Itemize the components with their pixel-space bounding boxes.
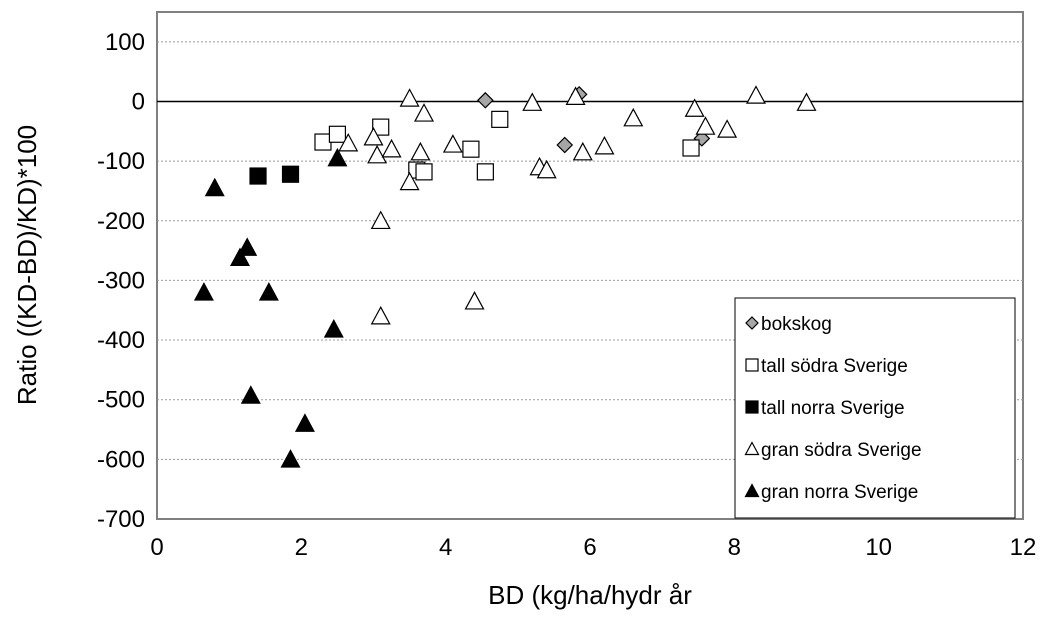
data-point	[462, 140, 480, 158]
legend-label: gran norra Sverige	[761, 482, 918, 503]
y-tick-label: -600	[97, 446, 145, 473]
data-point	[684, 98, 705, 117]
legend-label: tall norra Sverige	[761, 398, 905, 419]
y-tick-label: 0	[132, 88, 145, 115]
data-point	[370, 305, 391, 325]
x-tick-label: 6	[583, 534, 596, 561]
y-tick-label: -300	[97, 267, 145, 294]
data-point	[745, 85, 766, 104]
legend-marker	[745, 316, 759, 330]
data-point	[240, 385, 261, 404]
data-point	[442, 134, 463, 153]
legend-marker	[745, 400, 759, 414]
legend-marker	[745, 358, 759, 372]
data-point	[372, 118, 390, 136]
data-point	[477, 91, 494, 109]
data-point	[695, 116, 716, 135]
data-point	[323, 319, 344, 338]
x-tick-label: 4	[439, 534, 452, 561]
data-point	[370, 210, 391, 230]
x-tick-label: 12	[1010, 534, 1037, 561]
data-point	[249, 167, 267, 185]
y-axis-tick-labels: 100 0 -100 -200 -300 -400 -500 -600 -700	[97, 29, 145, 533]
data-point	[294, 413, 315, 432]
y-tick-label: -200	[97, 208, 145, 235]
data-point	[327, 147, 348, 167]
legend-marker	[744, 483, 760, 498]
data-point	[556, 136, 574, 154]
data-point	[193, 282, 214, 301]
data-point	[464, 291, 485, 310]
x-axis-tick-labels: 0 2 4 6 8 10 12	[150, 534, 1036, 561]
x-tick-label: 10	[865, 534, 892, 561]
y-tick-label: -400	[97, 327, 145, 354]
data-point	[363, 126, 384, 146]
data-point	[399, 171, 420, 191]
data-point	[399, 88, 420, 107]
data-point	[796, 92, 817, 111]
data-point	[280, 449, 301, 468]
data-point	[338, 132, 359, 152]
legend-label: bokskog	[761, 314, 832, 335]
y-tick-label: 100	[105, 29, 145, 56]
data-point	[565, 86, 586, 105]
legend-label: tall södra Sverige	[761, 356, 908, 377]
legend-marker	[744, 441, 760, 456]
y-tick-label: -100	[97, 148, 145, 175]
legend-items: bokskog tall södra Sverige tall norra Sver…	[744, 314, 922, 503]
data-point	[594, 135, 615, 155]
x-axis-title: BD (kg/ha/hydr år	[488, 580, 692, 610]
legend-label: gran södra Sverige	[761, 440, 922, 461]
data-point	[682, 139, 700, 157]
x-tick-label: 0	[150, 534, 163, 561]
data-point	[717, 119, 738, 138]
data-point	[623, 107, 644, 127]
data-point	[367, 144, 388, 164]
data-point	[491, 110, 509, 128]
y-tick-label: -500	[97, 387, 145, 414]
data-point	[414, 103, 435, 122]
data-point	[415, 163, 433, 181]
data-point	[237, 237, 258, 256]
data-point	[258, 282, 279, 301]
data-point	[281, 165, 300, 183]
y-axis-title: Ratio ((KD-BD)/KD)*100	[12, 125, 42, 405]
data-point	[536, 159, 557, 179]
data-point	[328, 125, 347, 143]
data-point	[476, 163, 494, 181]
data-point	[410, 141, 431, 161]
x-tick-label: 8	[728, 534, 741, 561]
data-point	[572, 141, 593, 161]
x-tick-label: 2	[295, 534, 308, 561]
data-point	[381, 138, 402, 158]
y-tick-label: -700	[97, 506, 145, 533]
data-point	[229, 247, 250, 266]
legend: bokskog tall södra Sverige tall norra Sver…	[734, 297, 1016, 519]
data-point	[314, 133, 332, 151]
data-point	[204, 177, 225, 197]
legend-box	[734, 297, 1016, 519]
data-points	[193, 85, 817, 468]
data-point	[522, 92, 543, 111]
